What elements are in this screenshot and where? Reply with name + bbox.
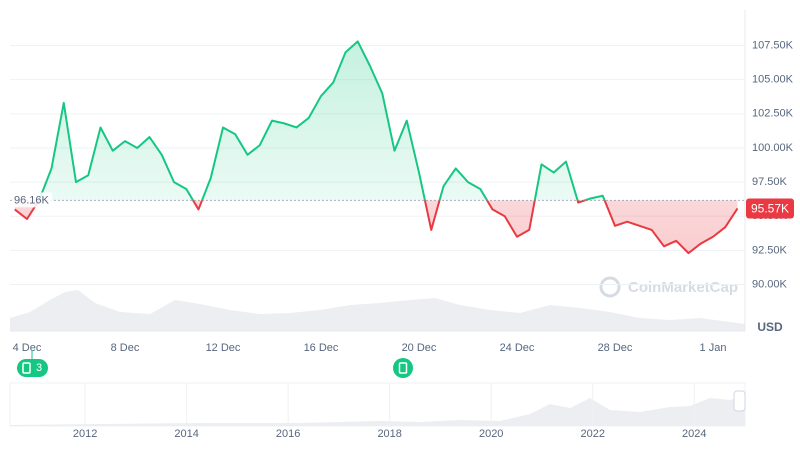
x-tick-label: 12 Dec <box>206 342 241 354</box>
area-below <box>14 200 738 254</box>
last-price-label: 95.57K <box>751 202 789 216</box>
navigator-tick-label: 2016 <box>276 428 300 440</box>
x-tick-label: 1 Jan <box>700 342 727 354</box>
plot: 90.00K92.50K95.00K97.50K100.00K102.50K10… <box>10 39 794 354</box>
x-tick-label: 20 Dec <box>402 342 437 354</box>
navigator-tick-label: 2022 <box>580 428 604 440</box>
navigator-tick-label: 2014 <box>174 428 198 440</box>
annotation-badge[interactable] <box>393 358 413 378</box>
y-tick-label: 92.50K <box>752 244 788 256</box>
y-tick-label: 102.50K <box>752 108 794 120</box>
navigator-area <box>10 397 745 426</box>
y-tick-label: 105.00K <box>752 74 794 86</box>
navigator-handle[interactable] <box>733 390 746 412</box>
x-tick-label: 24 Dec <box>500 342 535 354</box>
y-tick-label: 107.50K <box>752 39 794 51</box>
navigator-tick-label: 2020 <box>479 428 503 440</box>
annotation-count: 3 <box>36 362 42 374</box>
x-tick-label: 16 Dec <box>304 342 339 354</box>
area-above <box>14 41 738 201</box>
y-tick-label: 100.00K <box>752 142 794 154</box>
x-tick-label: 28 Dec <box>598 342 633 354</box>
watermark-text: CoinMarketCap <box>628 279 738 296</box>
annotation-badge[interactable]: 3 <box>17 359 48 377</box>
volume-area <box>10 290 745 331</box>
y-tick-label: 90.00K <box>752 278 788 290</box>
navigator: 2012 2014 2016 2018 2020 2022 2024 <box>9 382 746 440</box>
navigator-tick-label: 2018 <box>377 428 401 440</box>
price-line-above <box>37 40 606 201</box>
navigator-tick-label: 2012 <box>73 428 97 440</box>
baseline-label: 96.16K <box>14 194 50 206</box>
y-axis-label: USD <box>757 320 783 334</box>
watermark: CoinMarketCap <box>599 276 738 298</box>
last-price-box <box>746 198 794 219</box>
navigator-tick-label: 2024 <box>682 428 706 440</box>
y-tick-label: 97.50K <box>752 176 788 188</box>
x-tick-label: 4 Dec <box>13 342 42 354</box>
price-line-below <box>14 200 739 255</box>
baseline-label-bg <box>12 192 52 208</box>
x-tick-label: 8 Dec <box>111 342 140 354</box>
